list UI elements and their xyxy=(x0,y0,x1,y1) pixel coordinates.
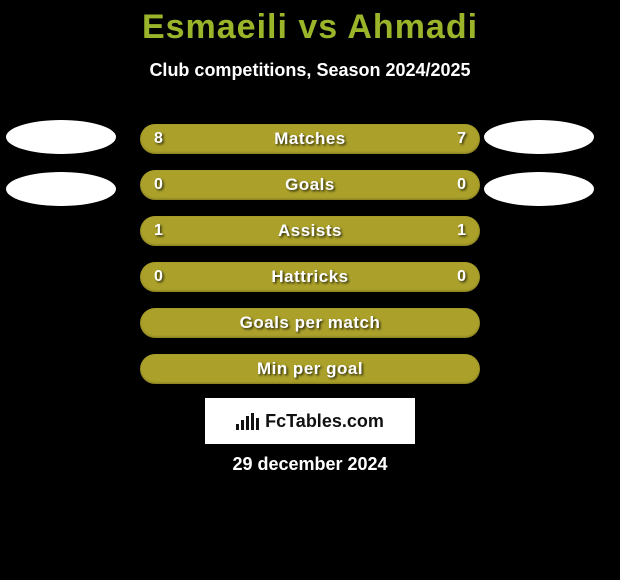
stat-row: 0 Hattricks 0 xyxy=(140,262,480,292)
player-left-name: Esmaeili xyxy=(142,8,288,46)
stat-row: 1 Assists 1 xyxy=(140,216,480,246)
stat-value-right: 0 xyxy=(457,268,466,286)
snapshot-date: 29 december 2024 xyxy=(0,454,620,475)
subtitle: Club competitions, Season 2024/2025 xyxy=(0,60,620,81)
stat-value-right: 0 xyxy=(457,176,466,194)
stat-value-right: 7 xyxy=(457,130,466,148)
stat-value-left: 8 xyxy=(154,130,163,148)
stat-value-left: 0 xyxy=(154,268,163,286)
stat-row: Min per goal xyxy=(140,354,480,384)
right-team-badge-bot xyxy=(484,172,594,206)
comparison-card: Esmaeili vs Ahmadi Club competitions, Se… xyxy=(0,0,620,580)
stat-label: Goals per match xyxy=(240,313,381,333)
player-right-name: Ahmadi xyxy=(347,8,478,46)
logo-text: FcTables.com xyxy=(265,411,384,432)
stat-row: 8 Matches 7 xyxy=(140,124,480,154)
stat-label: Hattricks xyxy=(271,267,348,287)
fctables-logo: FcTables.com xyxy=(205,398,415,444)
stat-label: Assists xyxy=(278,221,342,241)
vs-separator: vs xyxy=(288,8,347,46)
stat-row: Goals per match xyxy=(140,308,480,338)
left-team-badge-top xyxy=(6,120,116,154)
stat-value-left: 1 xyxy=(154,222,163,240)
stat-row: 0 Goals 0 xyxy=(140,170,480,200)
stat-bars: 8 Matches 7 0 Goals 0 1 Assists 1 0 Hattricks 0 Goal… xyxy=(140,124,480,400)
left-team-badge-bot xyxy=(6,172,116,206)
stat-label: Min per goal xyxy=(257,359,363,379)
stat-label: Matches xyxy=(274,129,346,149)
stat-value-right: 1 xyxy=(457,222,466,240)
stat-label: Goals xyxy=(285,175,335,195)
right-team-badge-top xyxy=(484,120,594,154)
page-title: Esmaeili vs Ahmadi xyxy=(0,8,620,47)
stat-value-left: 0 xyxy=(154,176,163,194)
bar-chart-icon xyxy=(236,412,259,430)
